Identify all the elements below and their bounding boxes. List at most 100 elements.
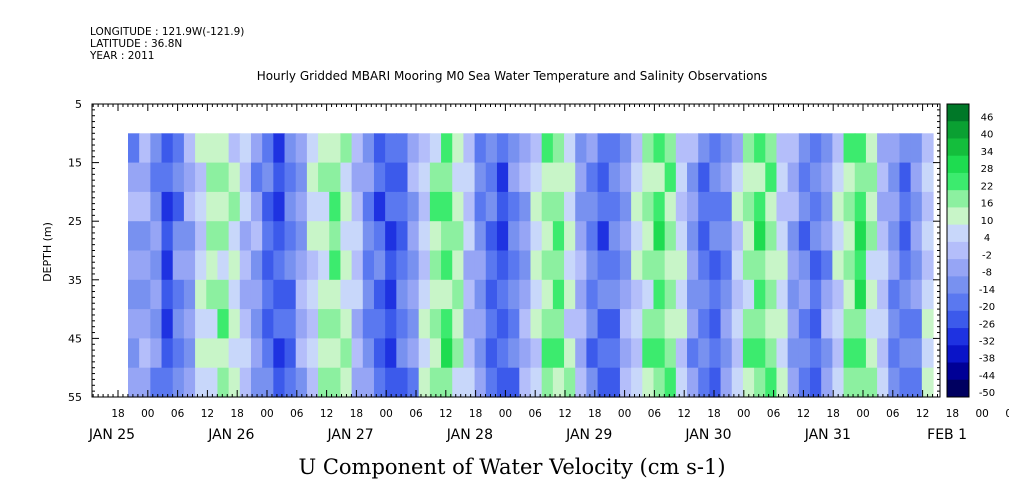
heatmap-cell (798, 221, 811, 252)
heatmap-cell (161, 309, 174, 339)
heatmap-cell (675, 338, 688, 369)
heatmap-cell (720, 338, 733, 369)
x-hour-label: 06 (886, 408, 900, 420)
heatmap-cell (798, 367, 811, 398)
heatmap-cell (687, 367, 699, 398)
heatmap-cell (429, 250, 442, 281)
heatmap-cell (362, 367, 375, 398)
heatmap-cell (720, 279, 733, 310)
heatmap-cell (262, 367, 274, 398)
header-longitude: LONGITUDE : 121.9W(-121.9) (90, 26, 244, 38)
heatmap-cell (631, 221, 643, 252)
heatmap-cell (530, 338, 543, 369)
heatmap-cell (206, 338, 219, 369)
heatmap-cell (485, 250, 498, 281)
heatmap-cell (865, 250, 878, 281)
heatmap-cell (206, 309, 219, 339)
heatmap-cell (899, 250, 912, 281)
heatmap-cell (340, 133, 353, 164)
heatmap-cell (731, 162, 744, 193)
heatmap-cell (888, 309, 901, 339)
heatmap-cell (810, 367, 822, 398)
heatmap-cell (139, 250, 151, 281)
heatmap-cell (508, 279, 520, 310)
colorbar-label: -38 (979, 354, 995, 365)
x-hour-label: 06 (648, 408, 662, 420)
heatmap-cell (239, 250, 252, 281)
heatmap-cell (854, 279, 867, 310)
heatmap-cell (463, 279, 476, 310)
heatmap-cell (608, 191, 621, 222)
heatmap-cell (709, 279, 722, 310)
heatmap-cell (206, 191, 219, 222)
heatmap-cell (150, 191, 163, 222)
heatmap-cell (217, 309, 230, 339)
heatmap-cell (865, 133, 878, 164)
heatmap-cell (418, 162, 431, 193)
heatmap-cell (921, 338, 934, 369)
colorbar-label: -44 (979, 371, 995, 382)
heatmap-cell (128, 133, 140, 164)
heatmap-cell (217, 338, 230, 369)
heatmap-cell (485, 338, 498, 369)
heatmap-cell (754, 191, 766, 222)
chart-title: Hourly Gridded MBARI Mooring M0 Sea Wate… (257, 69, 768, 83)
heatmap-cell (586, 250, 599, 281)
heatmap-cell (675, 367, 688, 398)
heatmap-cell (407, 191, 420, 222)
heatmap-cell (273, 221, 286, 252)
heatmap-cell (664, 338, 677, 369)
heatmap-cell (742, 250, 755, 281)
heatmap-cell (373, 338, 386, 369)
heatmap-cell (821, 309, 833, 339)
heatmap-cell (262, 338, 274, 369)
heatmap-cell (798, 133, 811, 164)
heatmap-cell (183, 133, 196, 164)
heatmap-cell (273, 367, 286, 398)
x-day-label: JAN 31 (804, 427, 851, 443)
colorbar-swatch (947, 121, 969, 139)
heatmap-cell (765, 338, 778, 369)
heatmap-cell (407, 279, 420, 310)
colorbar-label: -8 (982, 268, 992, 279)
colorbar-label: -32 (979, 336, 995, 347)
x-day-label: JAN 30 (684, 427, 731, 443)
heatmap-cell (262, 279, 274, 310)
x-hour-label: 06 (409, 408, 423, 420)
heatmap-cell (508, 162, 520, 193)
heatmap-cell (496, 309, 509, 339)
heatmap-cell (239, 279, 252, 310)
heatmap-cell (362, 309, 375, 339)
heatmap-cell (698, 338, 710, 369)
heatmap-cell (418, 367, 431, 398)
heatmap-cell (161, 250, 174, 281)
heatmap-cell (575, 338, 587, 369)
heatmap-cell (239, 367, 252, 398)
heatmap-cell (474, 221, 487, 252)
heatmap-cell (474, 279, 487, 310)
heatmap-cell (530, 279, 543, 310)
heatmap-cell (575, 309, 587, 339)
heatmap-cell (474, 338, 487, 369)
heatmap-cell (485, 133, 498, 164)
heatmap-cell (429, 133, 442, 164)
heatmap-cell (910, 191, 923, 222)
heatmap-cell (832, 309, 845, 339)
heatmap-cell (407, 162, 420, 193)
heatmap-cell (742, 191, 755, 222)
heatmap-cell (664, 191, 677, 222)
heatmap-cell (687, 309, 699, 339)
heatmap-cell (183, 367, 196, 398)
heatmap-cell (698, 221, 710, 252)
heatmap-cell (910, 162, 923, 193)
heatmap-cell (452, 338, 465, 369)
heatmap-cell (888, 367, 901, 398)
heatmap-cell (541, 133, 554, 164)
heatmap-cell (306, 279, 319, 310)
heatmap-cell (687, 133, 699, 164)
heatmap-cell (508, 367, 520, 398)
colorbar-swatch (947, 276, 969, 295)
heatmap-cell (195, 250, 207, 281)
heatmap-cell (899, 338, 912, 369)
heatmap-cell (485, 191, 498, 222)
